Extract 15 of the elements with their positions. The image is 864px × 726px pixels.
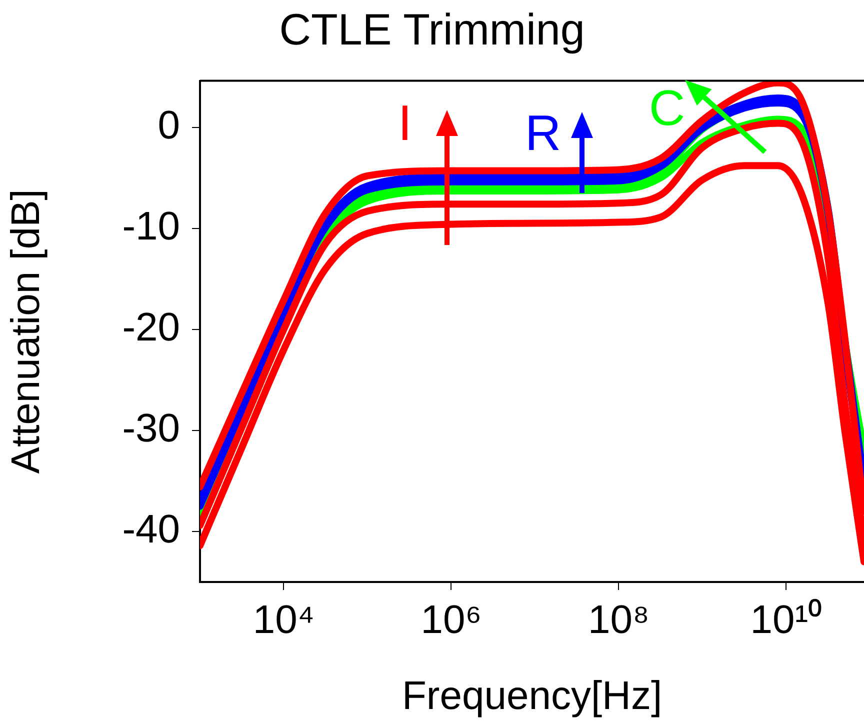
chart-title: CTLE Trimming xyxy=(279,6,585,55)
x-tick-label: 10⁶ xyxy=(420,598,482,642)
annotation: R xyxy=(524,105,562,162)
y-tick-label: -20 xyxy=(122,305,180,350)
x-tick-label: 10⁸ xyxy=(588,598,650,642)
x-tick-label: 10⁴ xyxy=(252,598,315,642)
y-tick-label: 0 xyxy=(158,103,180,148)
x-tick-label: 10¹⁰ xyxy=(750,598,822,642)
y-axis-title: Attenuation [dB] xyxy=(4,189,48,474)
y-tick-label: -40 xyxy=(122,508,180,552)
y-tick-label: -10 xyxy=(122,204,180,248)
annotation: I xyxy=(398,95,412,152)
y-tick-label: -30 xyxy=(122,406,180,450)
x-axis-title: Frequency[Hz] xyxy=(402,674,662,718)
annotation: C xyxy=(648,80,686,136)
